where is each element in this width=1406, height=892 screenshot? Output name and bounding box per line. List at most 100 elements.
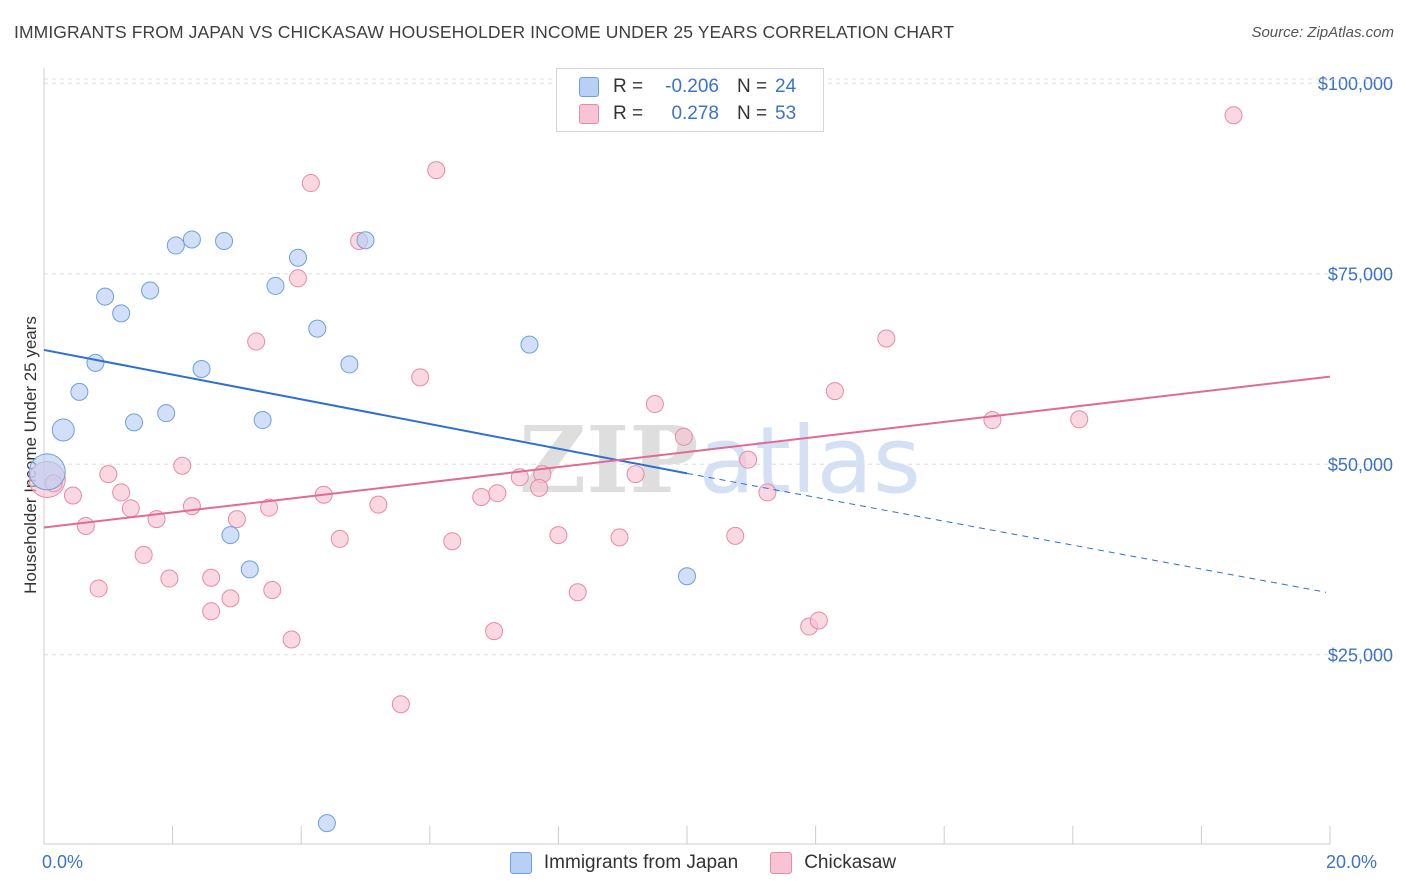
chickasaw-point [726,526,745,545]
japan-point [166,236,185,255]
chickasaw-point [825,382,844,401]
chickasaw-point [121,499,140,518]
y-axis-label: Householder Income Under 25 years [21,316,40,594]
chickasaw-point [877,329,896,348]
chickasaw-point [1070,410,1089,429]
legend-row-chickasaw: R = 0.278 N = 53 [579,100,796,128]
japan-point [70,382,89,401]
japan-point [308,319,327,338]
x-tick-min: 0.0% [42,852,84,872]
chickasaw-point [610,528,629,547]
chickasaw-point [288,269,307,288]
series-swatch-japan [509,852,532,874]
legend-row-japan: R = -0.206 N = 24 [579,73,796,101]
japan-point [340,355,359,374]
chickasaw-point [674,427,693,446]
chickasaw-point [112,483,131,502]
japan-point [192,359,211,378]
chickasaw-point [63,486,82,505]
japan-trend-extension [686,472,1327,593]
chickasaw-point [626,465,645,484]
series-legend-chickasaw-label: Chickasaw [804,852,897,873]
chickasaw-point [99,465,118,484]
watermark-light: atlas [699,407,921,514]
chickasaw-point [472,488,491,507]
japan-point [28,453,66,491]
japan-point [182,230,201,249]
chickasaw-point [76,516,95,535]
chickasaw-point [202,568,221,587]
chickasaw-point [134,545,153,564]
japan-point [520,335,539,354]
chickasaw-point [89,579,108,598]
series-legend-japan: Immigrants from Japan [509,852,739,874]
chickasaw-point [182,497,201,516]
chickasaw-point [227,510,246,529]
japan-point [125,413,144,432]
legend-r-label: R = [613,103,644,124]
chickasaw-point [645,395,664,414]
series-legend-japan-label: Immigrants from Japan [543,852,739,873]
chickasaw-point [301,174,320,193]
series-legend: Immigrants from Japan Chickasaw [0,852,1406,874]
watermark: ZIPatlas [519,406,921,514]
chickasaw-point [549,526,568,545]
chickasaw-point [485,622,504,641]
chickasaw-point [202,602,221,621]
chickasaw-point [160,569,179,588]
chickasaw-point [282,630,301,649]
chickasaw-point [758,483,777,502]
y-tick-label: $75,000 [1328,265,1393,285]
japan-point [86,353,105,372]
legend-n-label: N = [737,76,768,97]
chickasaw-point [369,495,388,514]
chickasaw-trend-line [43,375,1331,529]
chickasaw-point [247,332,266,351]
japan-point [51,418,75,442]
legend-swatch-chickasaw [579,104,599,124]
legend-n-value: 53 [775,103,797,124]
y-tick-label: $100,000 [1318,74,1393,94]
japan-point [157,404,176,423]
chickasaw-point [568,583,587,602]
japan-point [215,231,234,250]
japan-point [678,567,696,586]
chickasaw-point [411,368,430,387]
japan-point [141,281,160,300]
chickasaw-point [809,611,828,630]
japan-point [288,248,307,267]
chickasaw-point [443,532,462,551]
watermark-bold: ZIP [519,406,698,514]
japan-point [356,231,375,250]
japan-point [96,287,115,306]
chickasaw-point [330,529,349,548]
legend-n-label: N = [737,103,768,124]
japan-point [221,526,240,545]
chickasaw-point [1224,106,1243,125]
japan-trend-line [43,348,688,475]
chickasaw-point [260,498,279,517]
japan-point [240,560,259,579]
japan-point [266,276,285,295]
legend-r-label: R = [613,76,644,97]
legend-r-value: 0.278 [671,103,719,124]
chickasaw-point [488,484,507,503]
y-tick-label: $25,000 [1328,646,1393,666]
y-tick-label: $50,000 [1328,455,1393,475]
legend-r-value: -0.206 [665,76,719,97]
series-swatch-chickasaw [770,852,793,874]
chickasaw-point [427,161,446,180]
x-tick-max: 20.0% [1326,852,1378,872]
chart-title: IMMIGRANTS FROM JAPAN VS CHICKASAW HOUSE… [14,22,955,42]
chickasaw-point [173,456,192,475]
correlation-legend: R = -0.206 N = 24 R = 0.278 N = 53 [556,68,824,132]
chickasaw-point [263,580,282,599]
japan-point [317,814,336,833]
japan-point [112,304,131,323]
legend-n-value: 24 [775,76,797,97]
chickasaw-point [221,589,240,608]
chickasaw-point [983,411,1002,430]
series-legend-chickasaw: Chickasaw [770,852,896,874]
japan-point [253,411,272,430]
